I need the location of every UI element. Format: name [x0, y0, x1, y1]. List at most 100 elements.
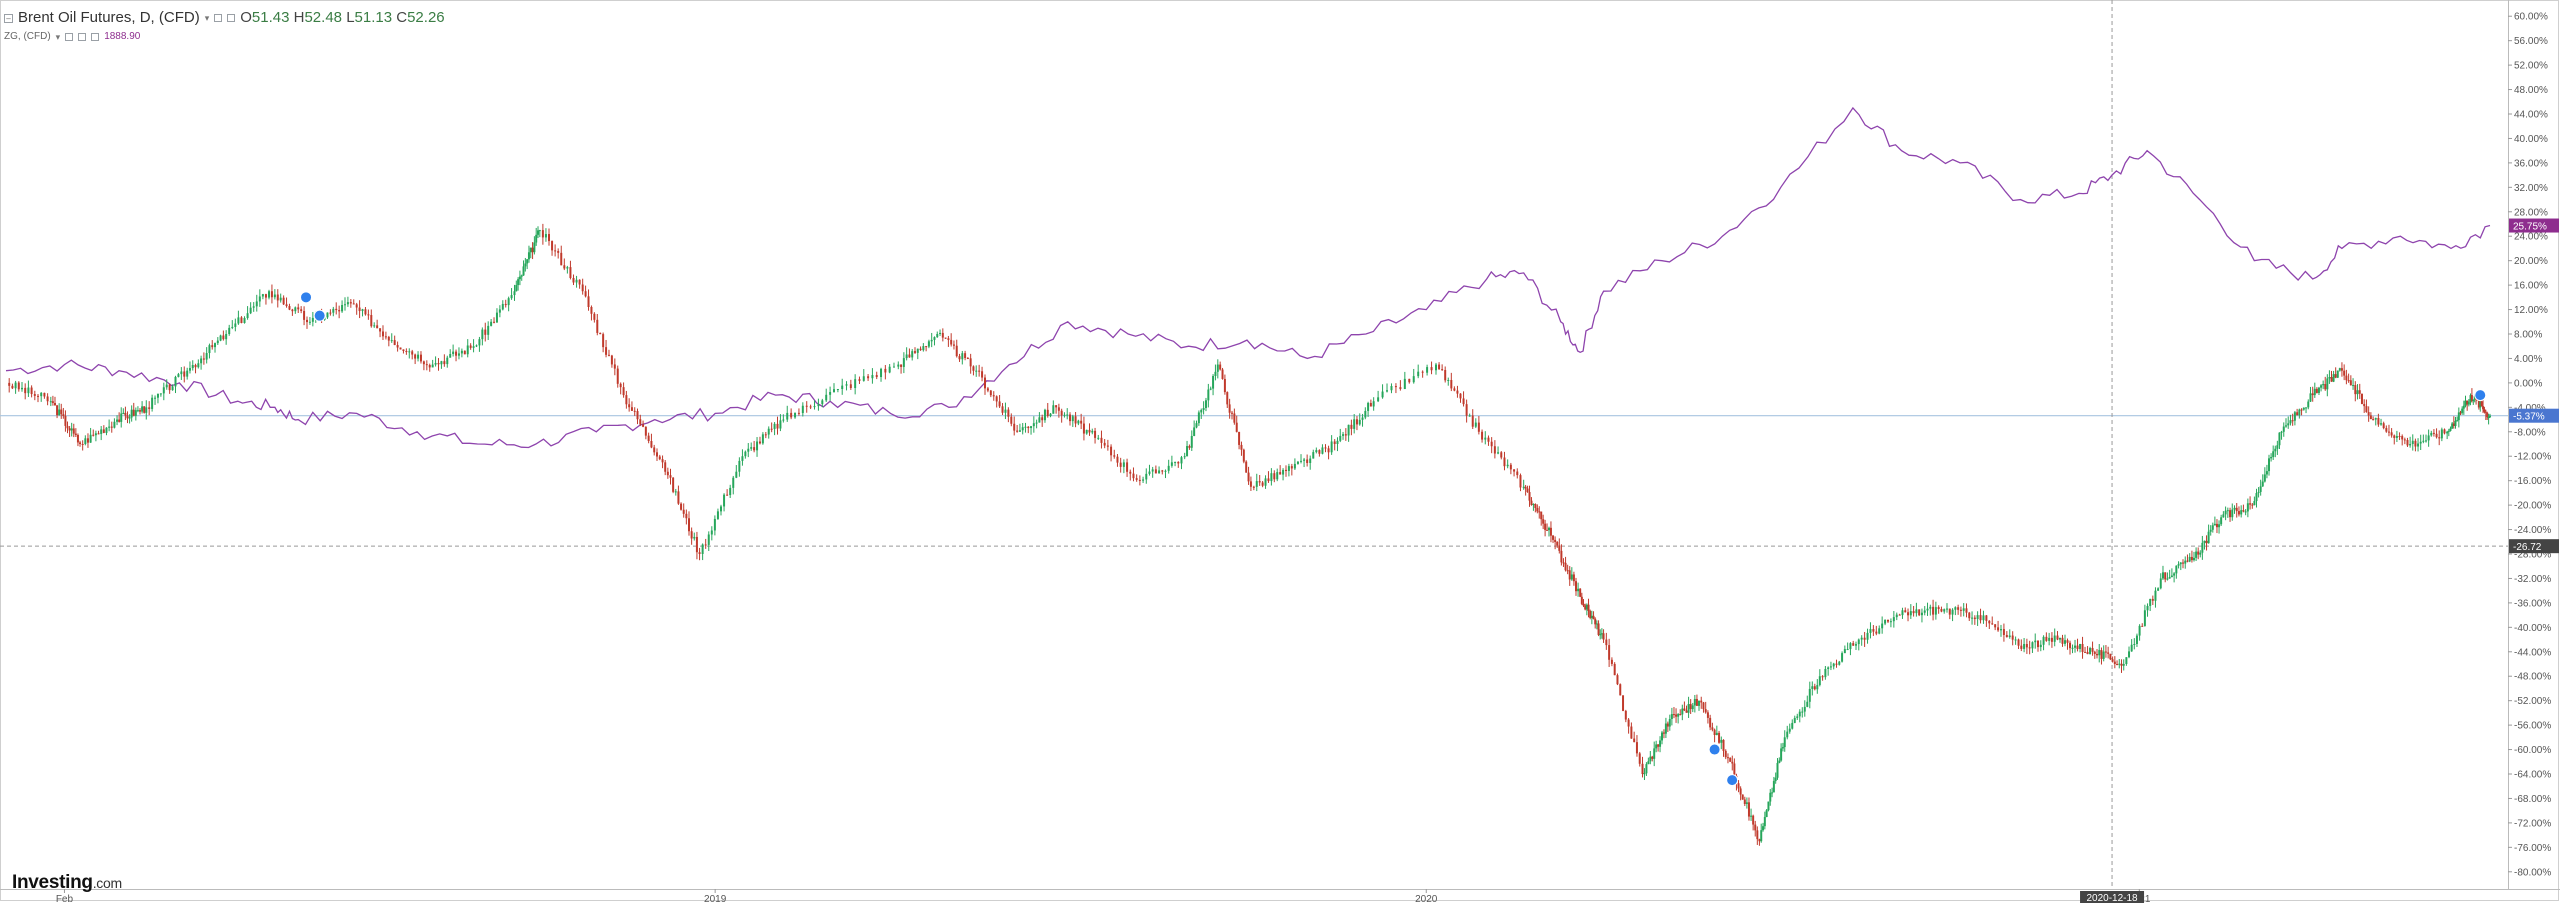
candle-body: [1386, 390, 1389, 392]
candle-body: [1336, 440, 1339, 444]
candle-body: [2406, 440, 2409, 446]
candle-body: [1597, 623, 1600, 635]
candle-body: [732, 477, 735, 488]
candle-body: [1027, 426, 1030, 429]
candle-body: [1403, 378, 1406, 390]
candle-body: [2427, 435, 2430, 441]
eye-icon[interactable]: [65, 33, 74, 41]
chevron-down-icon[interactable]: ▾: [55, 32, 61, 42]
candle-body: [1582, 603, 1585, 606]
candle-body: [1585, 604, 1588, 610]
candle-body: [70, 428, 73, 431]
candle-body: [1599, 634, 1602, 636]
collapse-icon[interactable]: –: [4, 13, 13, 23]
candle-body: [916, 348, 919, 353]
candle-body: [1249, 481, 1252, 487]
candle-body: [1484, 437, 1487, 440]
candle-body: [790, 412, 793, 418]
candle-body: [1743, 799, 1746, 804]
candle-body: [2251, 504, 2254, 506]
candle-body: [352, 303, 355, 305]
candle-body: [1046, 409, 1049, 417]
candle-body: [1774, 777, 1777, 782]
symbol-name[interactable]: Brent Oil Futures, D, (CFD): [18, 9, 200, 26]
settings-icon[interactable]: [78, 33, 87, 41]
candle-body: [422, 361, 425, 365]
candle-body: [1071, 416, 1074, 422]
candle-body: [794, 412, 797, 418]
candle-body: [862, 376, 865, 381]
candle-body: [747, 448, 750, 452]
candle-body: [2367, 412, 2370, 416]
chevron-down-icon[interactable]: ▾: [204, 13, 210, 23]
candle-body: [1367, 402, 1370, 411]
candle-body: [1358, 419, 1361, 425]
candle-body: [92, 434, 95, 436]
candle-body: [1207, 389, 1210, 401]
candle-body: [1468, 415, 1471, 417]
candle-body: [1793, 717, 1796, 723]
candle-body: [197, 363, 200, 368]
candle-body: [764, 434, 767, 436]
candle-body: [1447, 379, 1450, 381]
candle-body: [2058, 637, 2061, 640]
candle-body: [905, 354, 908, 359]
candle-body: [240, 317, 243, 323]
y-tick-label: -80.00%: [2514, 867, 2551, 878]
candle-body: [1430, 367, 1433, 371]
settings-icon[interactable]: [214, 14, 223, 22]
candle-body: [1564, 562, 1567, 571]
candle-body: [43, 392, 46, 397]
candle-body: [1803, 706, 1806, 712]
candle-body: [599, 332, 602, 335]
candle-body: [888, 366, 891, 373]
candle-body: [2489, 415, 2491, 418]
candle-body: [975, 370, 978, 372]
candle-body: [2218, 524, 2221, 528]
candle-body: [1503, 457, 1506, 467]
candle-body: [1675, 714, 1678, 717]
candle-body: [484, 329, 487, 335]
candle-body: [1509, 464, 1512, 470]
compare-symbol-name[interactable]: ZG, (CFD): [4, 31, 51, 42]
candle-body: [2374, 417, 2377, 420]
candle-body: [744, 451, 747, 457]
candle-body: [1519, 475, 1522, 488]
candle-body: [1994, 624, 1997, 628]
candle-body: [490, 321, 493, 326]
candle-body: [1459, 393, 1462, 399]
candle-body: [1608, 645, 1611, 660]
candle-body: [1261, 482, 1264, 486]
candle-body: [1004, 409, 1007, 413]
candle-body: [758, 441, 761, 444]
candle-body: [1762, 826, 1765, 831]
candle-body: [753, 447, 756, 451]
candle-body: [457, 353, 460, 356]
candle-body: [964, 353, 967, 358]
candle-body: [544, 234, 547, 238]
candle-body: [1852, 643, 1855, 646]
candle-body: [124, 412, 127, 416]
close-icon[interactable]: [227, 14, 236, 22]
candle-body: [2125, 657, 2128, 664]
candle-body: [829, 391, 832, 395]
candle-body: [1032, 423, 1035, 427]
candle-body: [1063, 414, 1066, 416]
candle-body: [1174, 461, 1177, 463]
candle-body: [1522, 486, 1525, 488]
candle-body: [1869, 629, 1872, 633]
candle-body: [2113, 661, 2116, 665]
candle-body: [393, 340, 396, 346]
candle-body: [1724, 750, 1727, 758]
candle-body: [947, 338, 950, 340]
candle-body: [162, 387, 165, 394]
candle-body: [1796, 716, 1799, 718]
event-marker: [2474, 389, 2487, 402]
candle-body: [504, 303, 507, 306]
candle-body: [168, 384, 171, 391]
candle-body: [174, 376, 177, 387]
close-icon[interactable]: [91, 33, 100, 41]
candle-body: [2213, 523, 2216, 526]
y-tick-label: -48.00%: [2514, 672, 2551, 683]
